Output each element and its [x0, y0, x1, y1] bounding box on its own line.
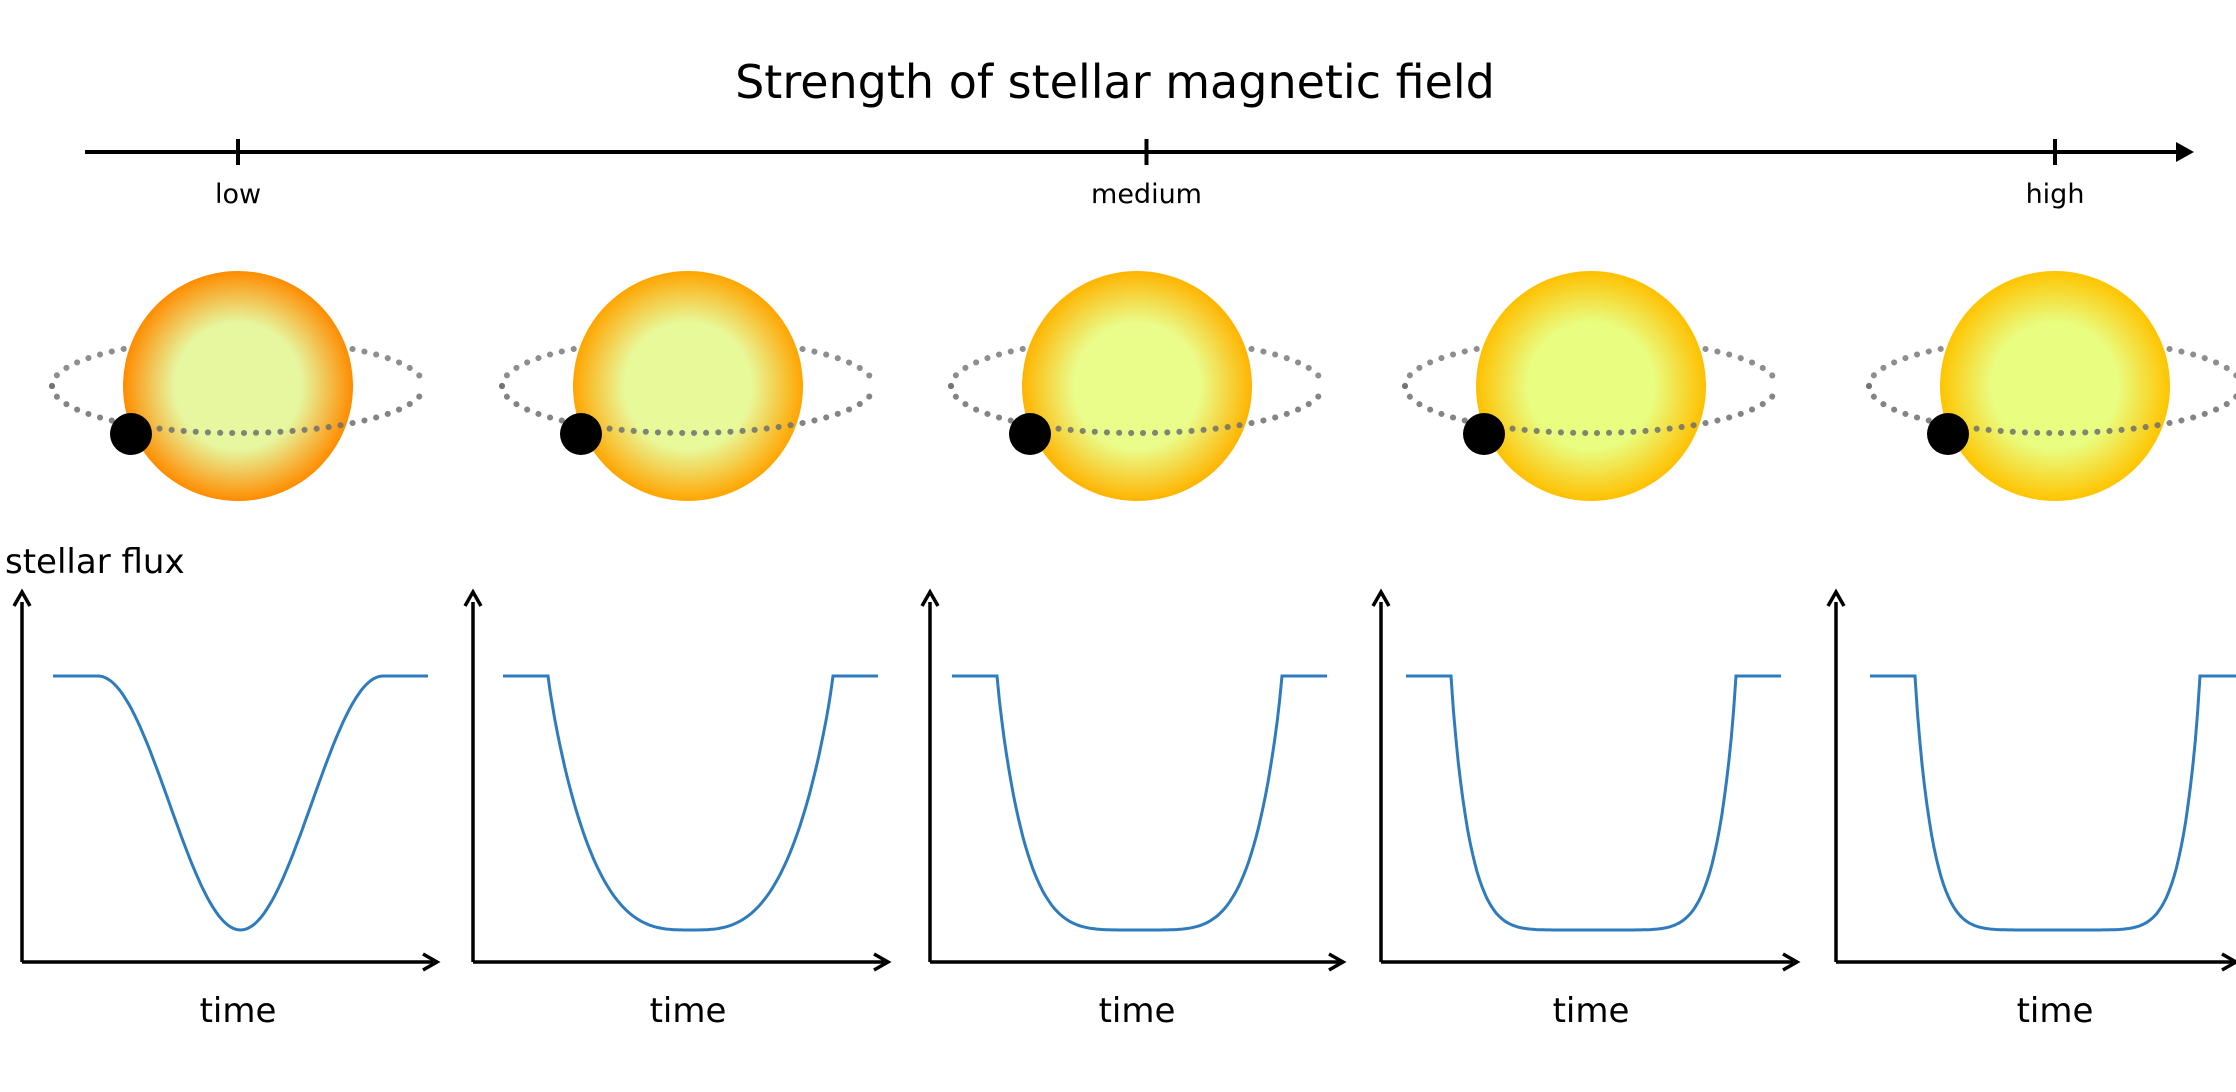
x-axis-label: time [650, 991, 727, 1031]
planet-icon [1927, 413, 1969, 455]
x-axis-label: time [1099, 991, 1176, 1031]
light-curve [1406, 676, 1781, 930]
star-icon [573, 271, 803, 501]
panel-5: time [1828, 271, 2236, 1031]
star-icon [1476, 271, 1706, 501]
star-icon [1940, 271, 2170, 501]
figure-title: Strength of stellar magnetic field [735, 55, 1495, 109]
scale-arrowhead-icon [2176, 142, 2194, 162]
light-curve [503, 676, 878, 930]
panel-3: time [922, 271, 1343, 1031]
scale-tick-label: low [215, 179, 261, 210]
y-axis-label: stellar flux [5, 542, 185, 582]
light-curve [1870, 676, 2236, 930]
x-axis-label: time [200, 991, 277, 1031]
panel-1: time [14, 271, 437, 1031]
planet-icon [1009, 413, 1051, 455]
light-curve [952, 676, 1327, 930]
x-axis-label: time [2017, 991, 2094, 1031]
star-icon [1022, 271, 1252, 501]
planet-icon [560, 413, 602, 455]
x-axis-label: time [1553, 991, 1630, 1031]
scale-tick-label: medium [1091, 179, 1202, 210]
panels: time time time time time [14, 271, 2236, 1031]
planet-icon [1463, 413, 1505, 455]
planet-icon [110, 413, 152, 455]
light-curve [53, 676, 428, 930]
star-icon [123, 271, 353, 501]
panel-4: time [1373, 271, 1797, 1031]
panel-2: time [465, 271, 888, 1031]
scale-tick-label: high [2026, 179, 2085, 210]
magnetic-field-scale: low medium high [85, 139, 2194, 210]
